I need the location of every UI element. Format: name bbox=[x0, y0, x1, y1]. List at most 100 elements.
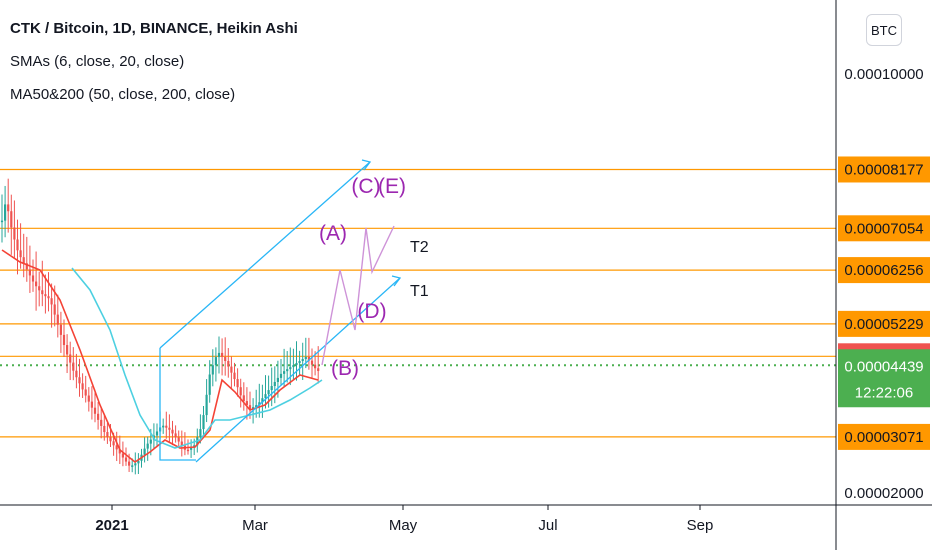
moving-average-lines bbox=[1, 249, 323, 463]
candle-body bbox=[264, 394, 267, 399]
channel-upper-arrow bbox=[361, 159, 372, 171]
x-tick-label: Sep bbox=[687, 517, 714, 534]
candle-body bbox=[276, 377, 279, 382]
candle-body bbox=[310, 360, 314, 365]
candle-body bbox=[177, 437, 180, 442]
candle-body bbox=[258, 402, 261, 406]
candle-body bbox=[283, 371, 286, 374]
candle-body bbox=[109, 437, 112, 442]
candle-body bbox=[174, 433, 177, 438]
candle-body bbox=[103, 425, 106, 433]
candle-body bbox=[128, 461, 131, 466]
candle-body bbox=[248, 405, 252, 410]
candle-body bbox=[118, 449, 121, 454]
candle-body bbox=[224, 356, 227, 362]
x-tick-label: Mar bbox=[242, 517, 268, 534]
candle-body bbox=[255, 405, 258, 408]
currency-badge[interactable]: BTC bbox=[866, 14, 902, 46]
candle-body bbox=[227, 361, 230, 367]
candle-body bbox=[242, 395, 245, 402]
target-label: T1 bbox=[410, 283, 429, 300]
candle-body bbox=[44, 294, 47, 297]
candle-body bbox=[186, 449, 190, 452]
candle-body bbox=[168, 427, 171, 430]
candle-body bbox=[155, 431, 159, 436]
wave-label: (D) bbox=[357, 300, 386, 323]
sma-indicator-legend[interactable]: SMAs (6, close, 20, close) bbox=[10, 53, 185, 70]
target-label: T2 bbox=[410, 239, 429, 256]
price-level-tag bbox=[838, 156, 930, 183]
candle-body bbox=[0, 220, 4, 223]
candle-body bbox=[7, 204, 10, 212]
candle-body bbox=[295, 363, 298, 366]
drawing-annotations: (A) (B) (C) (D) (E) T1 T2 bbox=[159, 159, 429, 463]
candle-body bbox=[317, 368, 320, 371]
channel-lower-arrow bbox=[391, 275, 402, 287]
candle-body bbox=[202, 415, 205, 430]
current-price-value: 0.00004439 bbox=[844, 358, 923, 375]
candle-body bbox=[131, 465, 134, 467]
ma50-line bbox=[71, 267, 323, 449]
candle-body bbox=[171, 429, 174, 434]
candle-body bbox=[180, 441, 183, 446]
candle-body bbox=[205, 394, 208, 416]
candle-body bbox=[16, 239, 19, 251]
wave-label: (A) bbox=[319, 222, 347, 245]
candle-body bbox=[112, 441, 115, 446]
candle-body bbox=[286, 369, 289, 372]
candle-body bbox=[69, 354, 72, 363]
symbol-title[interactable]: CTK / Bitcoin, 1D, BINANCE, Heikin Ashi bbox=[10, 20, 298, 37]
elliott-wave-path bbox=[321, 225, 395, 366]
channel-upper-line bbox=[159, 161, 371, 349]
candle-body bbox=[22, 257, 25, 264]
candle-body bbox=[245, 401, 248, 406]
sma-line bbox=[1, 249, 319, 463]
price-level-tag bbox=[838, 215, 930, 242]
candle-body bbox=[50, 298, 53, 305]
candle-body bbox=[217, 352, 221, 358]
candle-body bbox=[134, 463, 137, 466]
candle-body bbox=[13, 227, 16, 240]
price-level-tag bbox=[838, 257, 930, 284]
x-tick-label: May bbox=[389, 517, 418, 534]
candle-body bbox=[31, 275, 35, 282]
candle-body bbox=[35, 281, 38, 287]
ma-indicator-legend[interactable]: MA50&200 (50, close, 200, close) bbox=[10, 86, 236, 103]
candle-body bbox=[115, 445, 118, 450]
candle-body bbox=[106, 432, 109, 438]
candle-body bbox=[10, 211, 13, 228]
candle-body bbox=[214, 357, 217, 366]
candle-body bbox=[28, 269, 31, 276]
candle-body bbox=[239, 387, 242, 396]
candle-body bbox=[304, 356, 307, 359]
x-tick-label: 2021 bbox=[95, 517, 128, 534]
candle-body bbox=[90, 401, 93, 408]
candle-body bbox=[75, 370, 78, 378]
candle-body bbox=[25, 263, 28, 270]
candle-body bbox=[221, 352, 224, 357]
price-level-lines bbox=[0, 168, 836, 438]
candle-body bbox=[314, 364, 317, 369]
candle-body bbox=[59, 324, 62, 335]
countdown-timer: 12:22:06 bbox=[855, 384, 913, 401]
candle-body bbox=[93, 407, 97, 414]
candle-body bbox=[81, 383, 84, 390]
price-level-value: 0.00003071 bbox=[844, 429, 923, 446]
candle-body bbox=[143, 448, 146, 455]
wave-label: (C) bbox=[351, 175, 380, 198]
candle-body bbox=[230, 366, 233, 373]
candle-body bbox=[149, 439, 152, 444]
candle-body bbox=[267, 390, 270, 395]
candle-body bbox=[124, 457, 128, 462]
price-level-tag bbox=[838, 310, 930, 337]
candle-body bbox=[19, 250, 22, 258]
wave-label: (B) bbox=[331, 357, 359, 380]
candle-body bbox=[62, 334, 66, 346]
candle-body bbox=[56, 314, 59, 325]
candle-body bbox=[199, 429, 202, 438]
candle-body bbox=[4, 204, 7, 221]
price-level-value: 0.00006256 bbox=[844, 262, 923, 279]
